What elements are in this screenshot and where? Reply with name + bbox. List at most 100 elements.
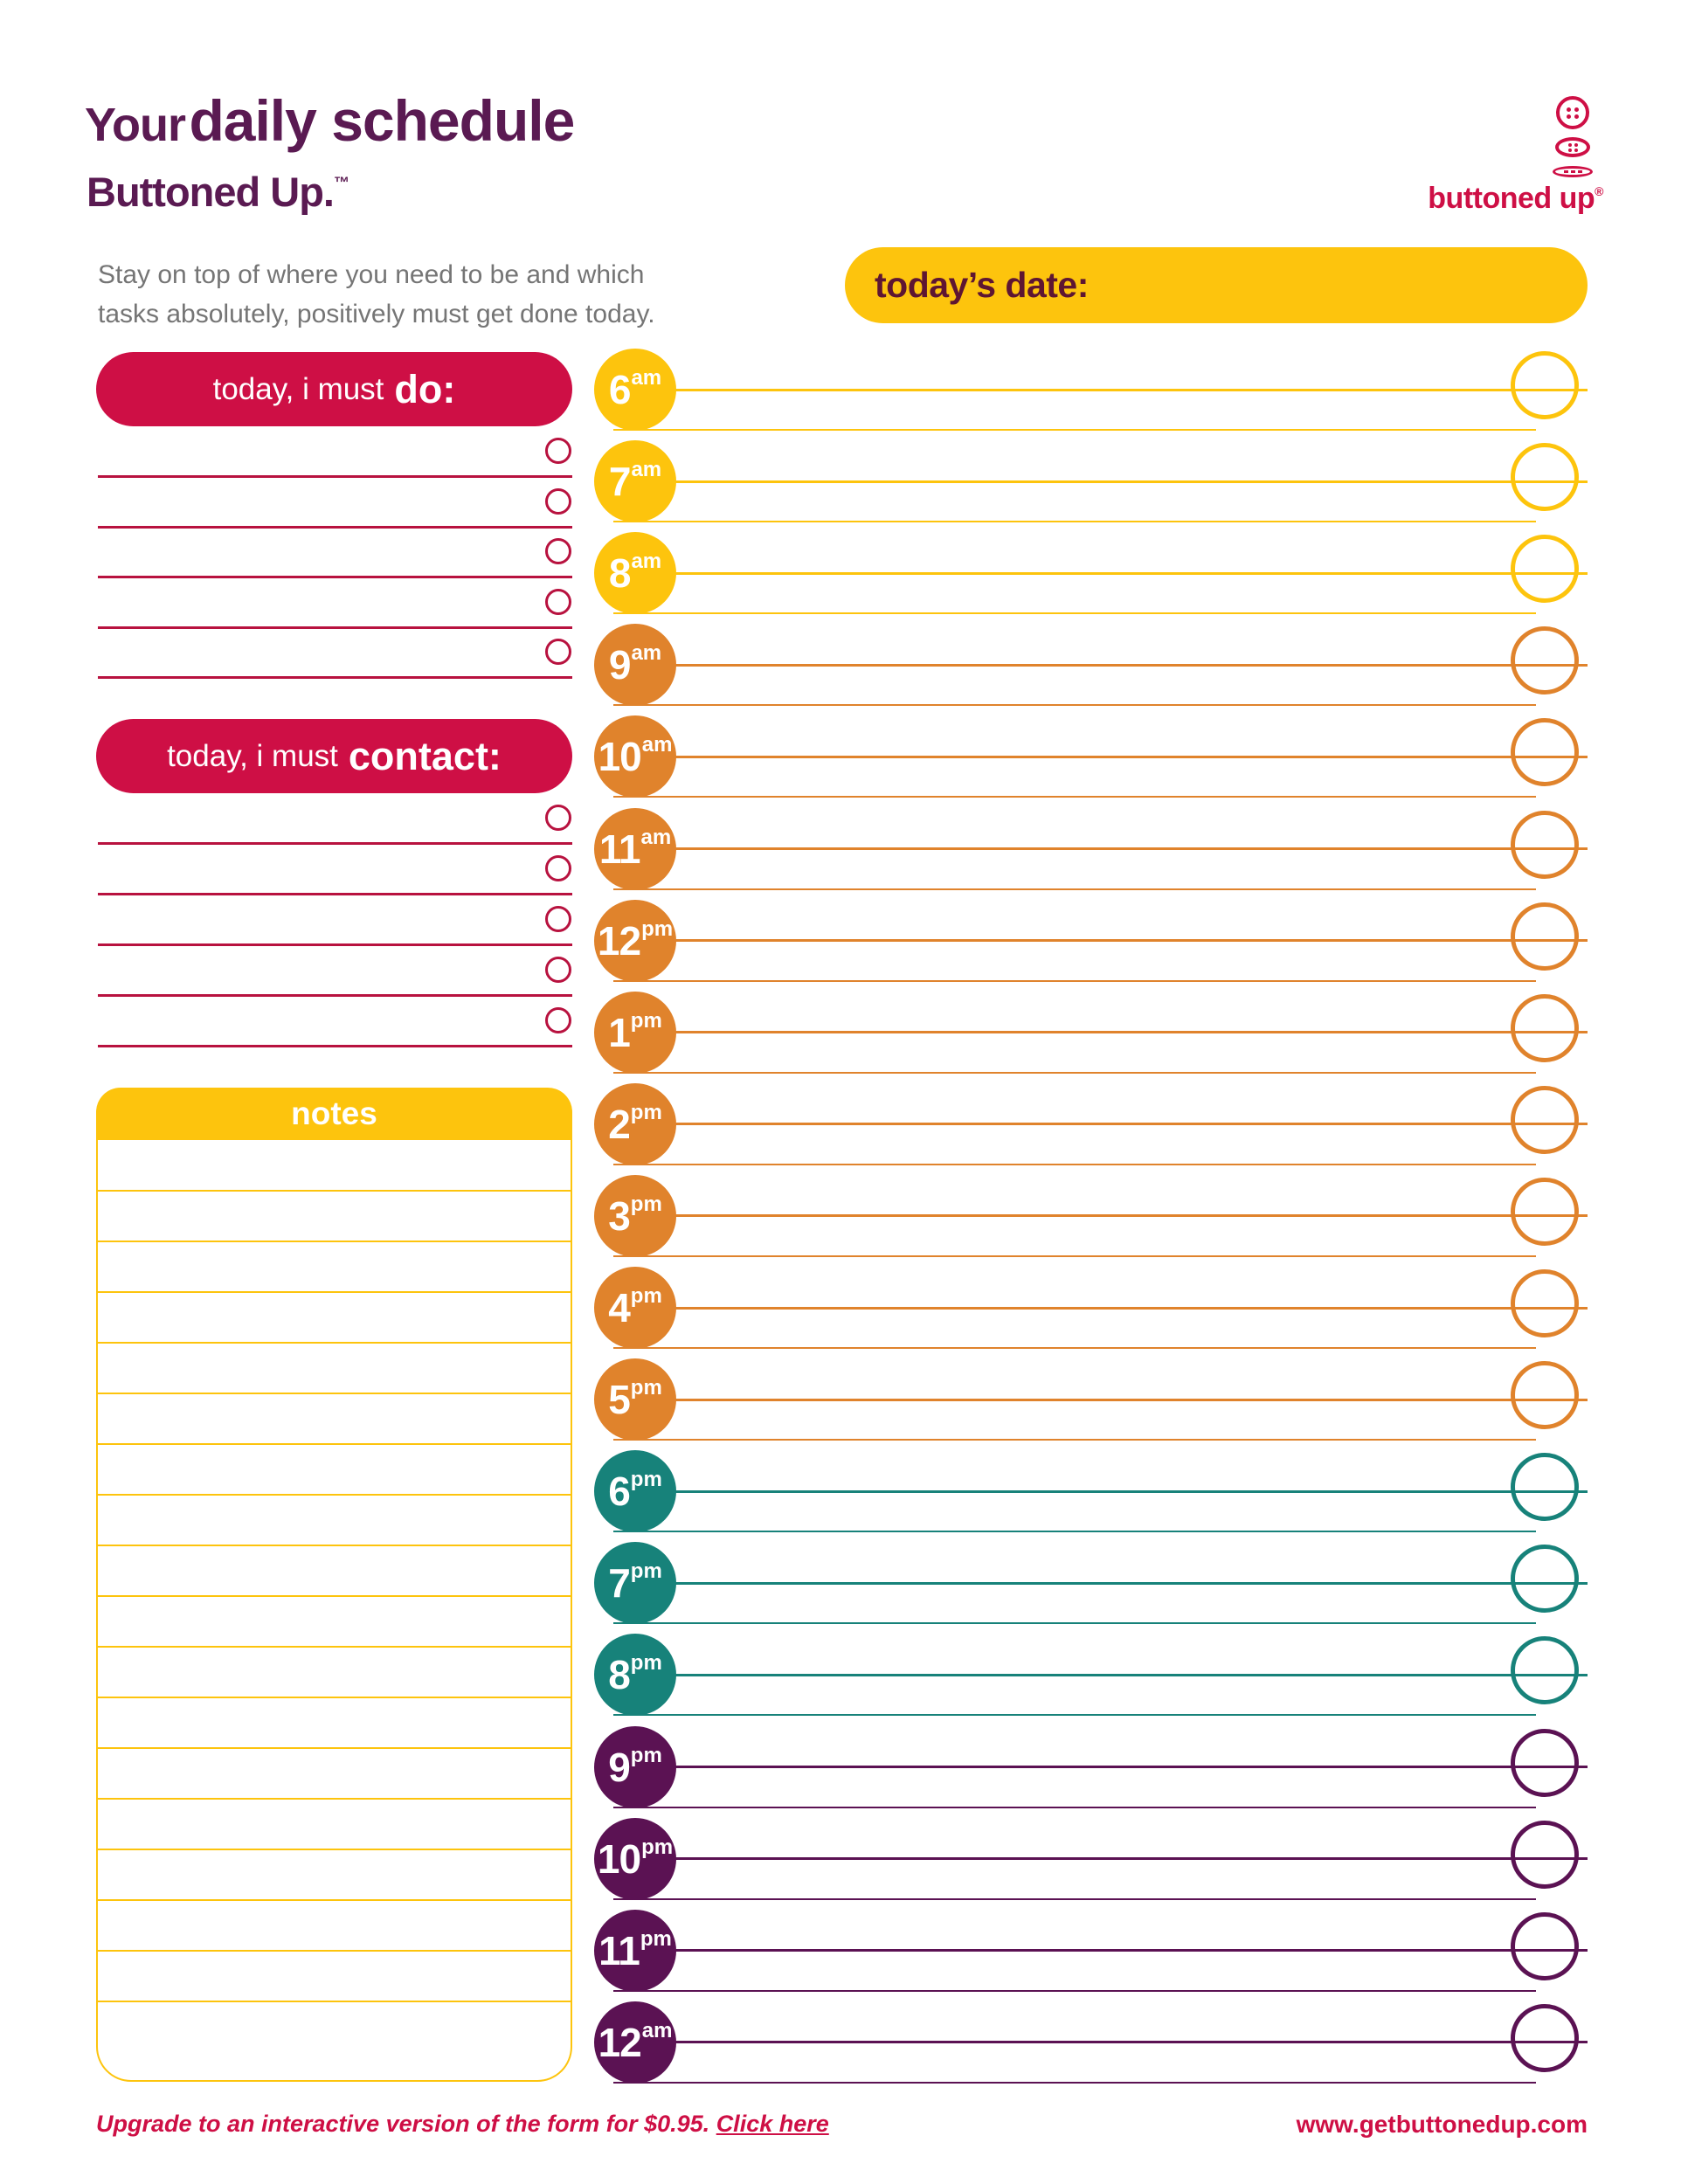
notes-write-in-line[interactable]: [98, 1443, 571, 1445]
hour-write-in-line[interactable]: [675, 939, 1588, 943]
write-in-line[interactable]: [98, 994, 572, 997]
hour-checkbox-circle[interactable]: [1511, 810, 1579, 879]
hour-write-in-line[interactable]: [675, 1581, 1588, 1585]
checkbox-circle[interactable]: [545, 906, 571, 932]
checkbox-circle[interactable]: [545, 957, 571, 983]
write-in-line[interactable]: [98, 1045, 572, 1047]
half-hour-line[interactable]: [613, 1989, 1536, 1992]
hour-write-in-line[interactable]: [675, 663, 1588, 667]
notes-writing-area[interactable]: [96, 1140, 572, 2082]
notes-write-in-line[interactable]: [98, 1595, 571, 1597]
hour-checkbox-circle[interactable]: [1511, 2003, 1579, 2072]
half-hour-line[interactable]: [613, 1071, 1536, 1074]
write-in-line[interactable]: [98, 943, 572, 946]
hour-checkbox-circle[interactable]: [1511, 1361, 1579, 1430]
write-in-line[interactable]: [98, 893, 572, 895]
half-hour-line[interactable]: [613, 429, 1536, 431]
notes-write-in-line[interactable]: [98, 1798, 571, 1800]
notes-write-in-line[interactable]: [98, 1697, 571, 1698]
half-hour-line[interactable]: [613, 888, 1536, 890]
upgrade-click-here-link[interactable]: Click here: [716, 2111, 829, 2137]
notes-write-in-line[interactable]: [98, 2001, 571, 2002]
hour-write-in-line[interactable]: [675, 1214, 1588, 1218]
half-hour-line[interactable]: [613, 1254, 1536, 1257]
notes-write-in-line[interactable]: [98, 1393, 571, 1394]
checkbox-circle[interactable]: [545, 438, 571, 464]
hour-write-in-line[interactable]: [675, 847, 1588, 850]
notes-write-in-line[interactable]: [98, 1342, 571, 1344]
checkbox-circle[interactable]: [545, 855, 571, 881]
write-in-line[interactable]: [98, 475, 572, 478]
hour-checkbox-circle[interactable]: [1511, 718, 1579, 787]
half-hour-line[interactable]: [613, 612, 1536, 615]
hour-write-in-line[interactable]: [675, 1306, 1588, 1310]
notes-write-in-line[interactable]: [98, 1291, 571, 1293]
hour-checkbox-circle[interactable]: [1511, 1728, 1579, 1797]
hour-write-in-line[interactable]: [675, 571, 1588, 575]
notes-write-in-line[interactable]: [98, 1190, 571, 1192]
checkbox-circle[interactable]: [545, 639, 571, 665]
write-in-line[interactable]: [98, 525, 572, 529]
hour-write-in-line[interactable]: [675, 1673, 1588, 1676]
half-hour-line[interactable]: [613, 1714, 1536, 1717]
notes-write-in-line[interactable]: [98, 1950, 571, 1952]
hour-write-in-line[interactable]: [675, 1766, 1588, 1768]
hour-checkbox-circle[interactable]: [1511, 1085, 1579, 1154]
upgrade-notice: Upgrade to an interactive version of the…: [96, 2111, 829, 2138]
hour-number: 4: [608, 1285, 631, 1330]
hour-checkbox-circle[interactable]: [1511, 993, 1579, 1062]
checkbox-circle[interactable]: [545, 538, 571, 564]
hour-checkbox-circle[interactable]: [1511, 1636, 1579, 1705]
hour-write-in-line[interactable]: [675, 2041, 1588, 2044]
hour-label-bubble: 11 am: [594, 807, 676, 890]
hour-checkbox-circle[interactable]: [1511, 902, 1579, 971]
notes-write-in-line[interactable]: [98, 1241, 571, 1242]
hour-checkbox-circle[interactable]: [1511, 1453, 1579, 1522]
hour-checkbox-circle[interactable]: [1511, 1820, 1579, 1889]
half-hour-line[interactable]: [613, 521, 1536, 523]
hour-checkbox-circle[interactable]: [1511, 1911, 1579, 1980]
notes-write-in-line[interactable]: [98, 1849, 571, 1850]
notes-write-in-line[interactable]: [98, 1545, 571, 1546]
hour-checkbox-circle[interactable]: [1511, 443, 1579, 512]
hour-write-in-line[interactable]: [675, 1949, 1588, 1952]
half-hour-line[interactable]: [613, 1347, 1536, 1349]
hour-checkbox-circle[interactable]: [1511, 351, 1579, 419]
hour-checkbox-circle[interactable]: [1511, 535, 1579, 604]
half-hour-line[interactable]: [613, 1531, 1536, 1533]
date-input[interactable]: [1115, 259, 1561, 312]
hour-checkbox-circle[interactable]: [1511, 1269, 1579, 1337]
write-in-line[interactable]: [98, 676, 572, 679]
hour-write-in-line[interactable]: [675, 1489, 1588, 1493]
hour-write-in-line[interactable]: [675, 1857, 1588, 1861]
half-hour-line[interactable]: [613, 2081, 1536, 2084]
hour-checkbox-circle[interactable]: [1511, 1177, 1579, 1246]
checkbox-circle[interactable]: [545, 588, 571, 615]
checkbox-circle[interactable]: [545, 1007, 571, 1033]
checkbox-circle[interactable]: [545, 805, 571, 831]
hour-write-in-line[interactable]: [675, 1123, 1588, 1126]
hour-write-in-line[interactable]: [675, 755, 1588, 758]
hour-write-in-line[interactable]: [675, 1398, 1588, 1401]
write-in-line[interactable]: [98, 842, 572, 845]
write-in-line[interactable]: [98, 625, 572, 629]
half-hour-line[interactable]: [613, 704, 1536, 707]
hour-checkbox-circle[interactable]: [1511, 1545, 1579, 1614]
hour-write-in-line[interactable]: [675, 388, 1588, 391]
hour-write-in-line[interactable]: [675, 480, 1588, 483]
write-in-line[interactable]: [98, 576, 572, 578]
half-hour-line[interactable]: [613, 1163, 1536, 1165]
half-hour-line[interactable]: [613, 1806, 1536, 1808]
checkbox-circle[interactable]: [545, 487, 571, 515]
notes-write-in-line[interactable]: [98, 1747, 571, 1749]
half-hour-line[interactable]: [613, 796, 1536, 798]
half-hour-line[interactable]: [613, 1439, 1536, 1441]
hour-checkbox-circle[interactable]: [1511, 626, 1579, 695]
notes-write-in-line[interactable]: [98, 1494, 571, 1496]
half-hour-line[interactable]: [613, 979, 1536, 982]
half-hour-line[interactable]: [613, 1897, 1536, 1900]
half-hour-line[interactable]: [613, 1622, 1536, 1625]
notes-write-in-line[interactable]: [98, 1899, 571, 1901]
notes-write-in-line[interactable]: [98, 1646, 571, 1648]
hour-write-in-line[interactable]: [675, 1031, 1588, 1034]
